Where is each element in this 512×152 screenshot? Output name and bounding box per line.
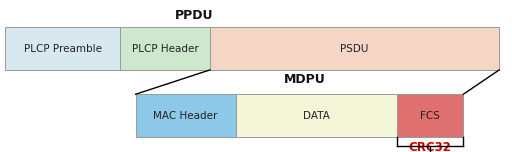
Text: DATA: DATA [303, 111, 330, 121]
Text: PPDU: PPDU [175, 9, 214, 22]
Text: CRC32: CRC32 [409, 141, 452, 152]
FancyBboxPatch shape [397, 94, 463, 137]
Text: MAC Header: MAC Header [154, 111, 218, 121]
FancyBboxPatch shape [136, 94, 236, 137]
FancyBboxPatch shape [120, 27, 210, 70]
FancyBboxPatch shape [210, 27, 499, 70]
Text: MDPU: MDPU [284, 73, 326, 86]
Text: PLCP Preamble: PLCP Preamble [24, 44, 102, 54]
Text: FCS: FCS [420, 111, 440, 121]
Text: PSDU: PSDU [340, 44, 369, 54]
FancyBboxPatch shape [236, 94, 397, 137]
Text: PLCP Header: PLCP Header [132, 44, 199, 54]
FancyBboxPatch shape [5, 27, 120, 70]
